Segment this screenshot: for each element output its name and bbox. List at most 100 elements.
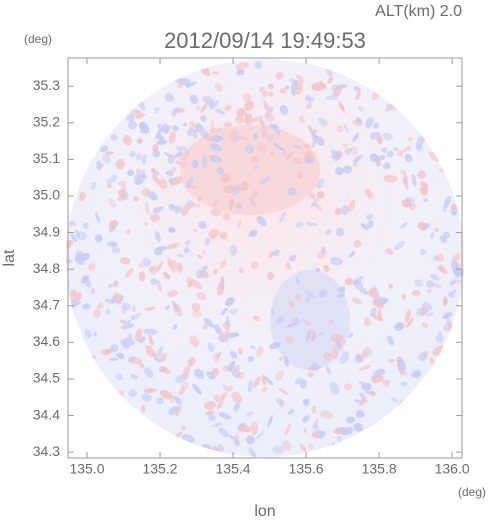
noise-blob <box>211 71 220 75</box>
noise-blob <box>325 95 339 101</box>
noise-blob <box>404 153 413 163</box>
noise-blob <box>268 91 274 97</box>
noise-blob <box>260 125 269 134</box>
noise-blob <box>139 121 150 134</box>
noise-blob <box>343 383 352 391</box>
noise-blob <box>347 332 354 339</box>
noise-blob <box>422 350 429 357</box>
noise-blob <box>303 428 307 433</box>
noise-blob <box>435 333 444 344</box>
noise-blob <box>153 246 163 256</box>
noise-blob <box>259 118 265 128</box>
noise-blob <box>258 86 265 92</box>
noise-blob <box>213 268 218 275</box>
noise-blob <box>308 192 317 199</box>
noise-blob <box>193 368 205 380</box>
noise-blob <box>236 69 245 76</box>
noise-blob <box>353 239 362 248</box>
noise-blob <box>148 266 155 272</box>
noise-blob <box>317 117 328 127</box>
noise-blob <box>189 94 199 105</box>
noise-blob <box>192 310 203 318</box>
noise-blob <box>238 135 250 141</box>
noise-blob <box>287 187 297 196</box>
noise-blob <box>70 234 78 242</box>
noise-blob <box>304 290 316 299</box>
noise-blob <box>135 153 142 161</box>
noise-blob <box>266 271 275 281</box>
noise-blob <box>451 253 461 263</box>
noise-blob <box>403 172 408 187</box>
noise-blob <box>251 116 264 122</box>
noise-blob <box>358 365 371 371</box>
noise-blob <box>160 124 170 133</box>
noise-blob <box>142 257 151 267</box>
y-tick-label: 34.9 <box>33 223 60 239</box>
noise-blob <box>173 303 183 317</box>
noise-blob <box>173 396 182 405</box>
noise-blob <box>343 123 349 134</box>
noise-blob <box>163 151 173 158</box>
noise-blob <box>405 309 411 323</box>
noise-blob <box>128 388 138 398</box>
noise-blob <box>436 253 444 262</box>
noise-blob <box>256 215 267 227</box>
noise-blob <box>430 231 435 240</box>
noise-blob <box>224 105 232 111</box>
noise-blob <box>348 251 356 258</box>
noise-blob <box>378 154 386 161</box>
noise-blob <box>296 74 304 84</box>
noise-blob <box>285 262 291 270</box>
plot-frame <box>67 57 463 459</box>
noise-blob <box>171 107 179 117</box>
noise-blob <box>208 154 223 163</box>
noise-blob <box>216 444 224 453</box>
noise-blob <box>372 368 386 377</box>
noise-blob <box>119 257 131 265</box>
noise-blob <box>125 267 134 278</box>
noise-blob <box>288 300 295 308</box>
noise-blob <box>126 229 131 235</box>
noise-blob <box>190 279 203 290</box>
noise-blob <box>442 206 448 213</box>
noise-blob <box>75 250 84 258</box>
noise-blob <box>279 104 288 116</box>
noise-blob <box>279 87 287 94</box>
noise-blob <box>269 123 277 130</box>
noise-blob <box>311 431 318 439</box>
noise-blob <box>178 386 186 395</box>
y-axis-label: lat <box>1 249 18 266</box>
noise-blob <box>403 148 408 153</box>
noise-blob <box>323 352 333 361</box>
noise-blob <box>292 157 303 165</box>
noise-blob <box>411 290 421 296</box>
noise-blob <box>153 106 160 114</box>
noise-blob <box>307 371 315 378</box>
noise-blob <box>237 347 243 356</box>
noise-blob <box>225 332 240 338</box>
noise-blob <box>195 269 204 279</box>
noise-blob <box>216 401 223 410</box>
noise-blob <box>307 443 314 450</box>
noise-blob <box>338 101 346 114</box>
noise-blob <box>377 136 383 145</box>
noise-blob <box>362 346 369 359</box>
noise-blob <box>295 294 302 301</box>
noise-blob <box>174 205 180 211</box>
noise-blob <box>252 315 260 321</box>
noise-blob <box>308 96 315 105</box>
y-tick-label: 35.2 <box>33 113 60 129</box>
noise-blob <box>387 150 394 158</box>
noise-blob <box>337 292 346 299</box>
noise-blob <box>172 125 179 132</box>
noise-blob <box>280 147 287 157</box>
noise-blob <box>312 423 320 433</box>
noise-blob <box>413 371 421 379</box>
noise-blob <box>253 165 259 170</box>
noise-blob <box>377 309 382 322</box>
noise-blob <box>202 250 207 255</box>
noise-blob <box>192 383 202 395</box>
noise-blob <box>442 298 448 307</box>
noise-blob <box>299 379 308 389</box>
noise-blob <box>210 99 220 110</box>
